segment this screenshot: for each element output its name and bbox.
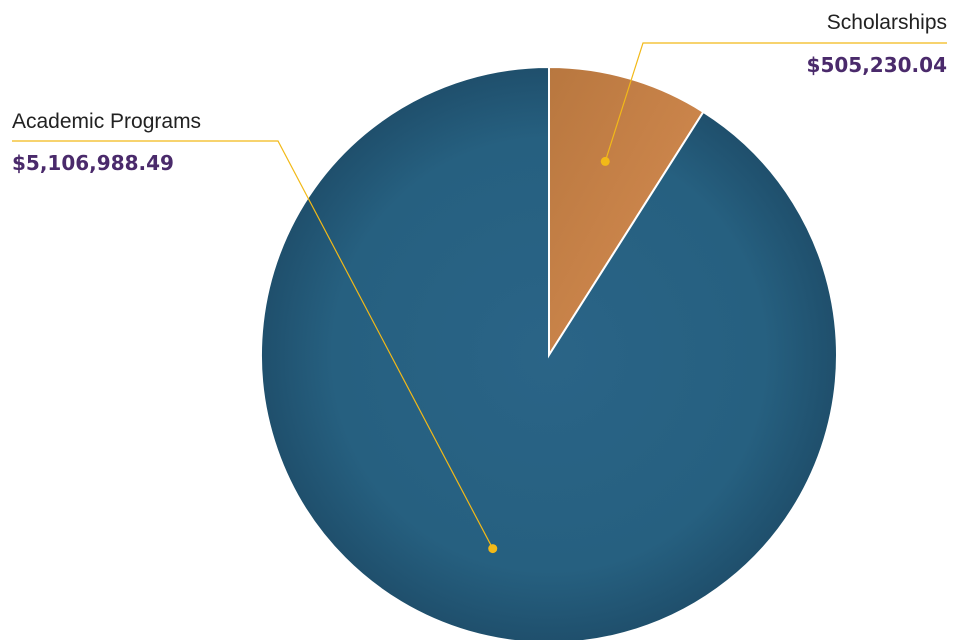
slice-label-scholarships: Scholarships [827,11,947,34]
pie-labels: Scholarships $505,230.04 Academic Programs… [12,11,947,554]
leader-line-academic-programs [12,140,494,549]
pie-slice-scholarships [548,65,705,359]
leader-dot-academic-programs [488,544,498,554]
slice-value-academic-programs: $5,106,988.49 [12,151,174,175]
leader-dot-scholarships [600,156,610,166]
pie-slice-academic-programs [260,65,838,640]
slice-label-academic-programs: Academic Programs [12,110,201,133]
leader-line-scholarships [604,42,947,162]
pie-slices [260,65,838,640]
slice-value-scholarships: $505,230.04 [807,53,947,77]
